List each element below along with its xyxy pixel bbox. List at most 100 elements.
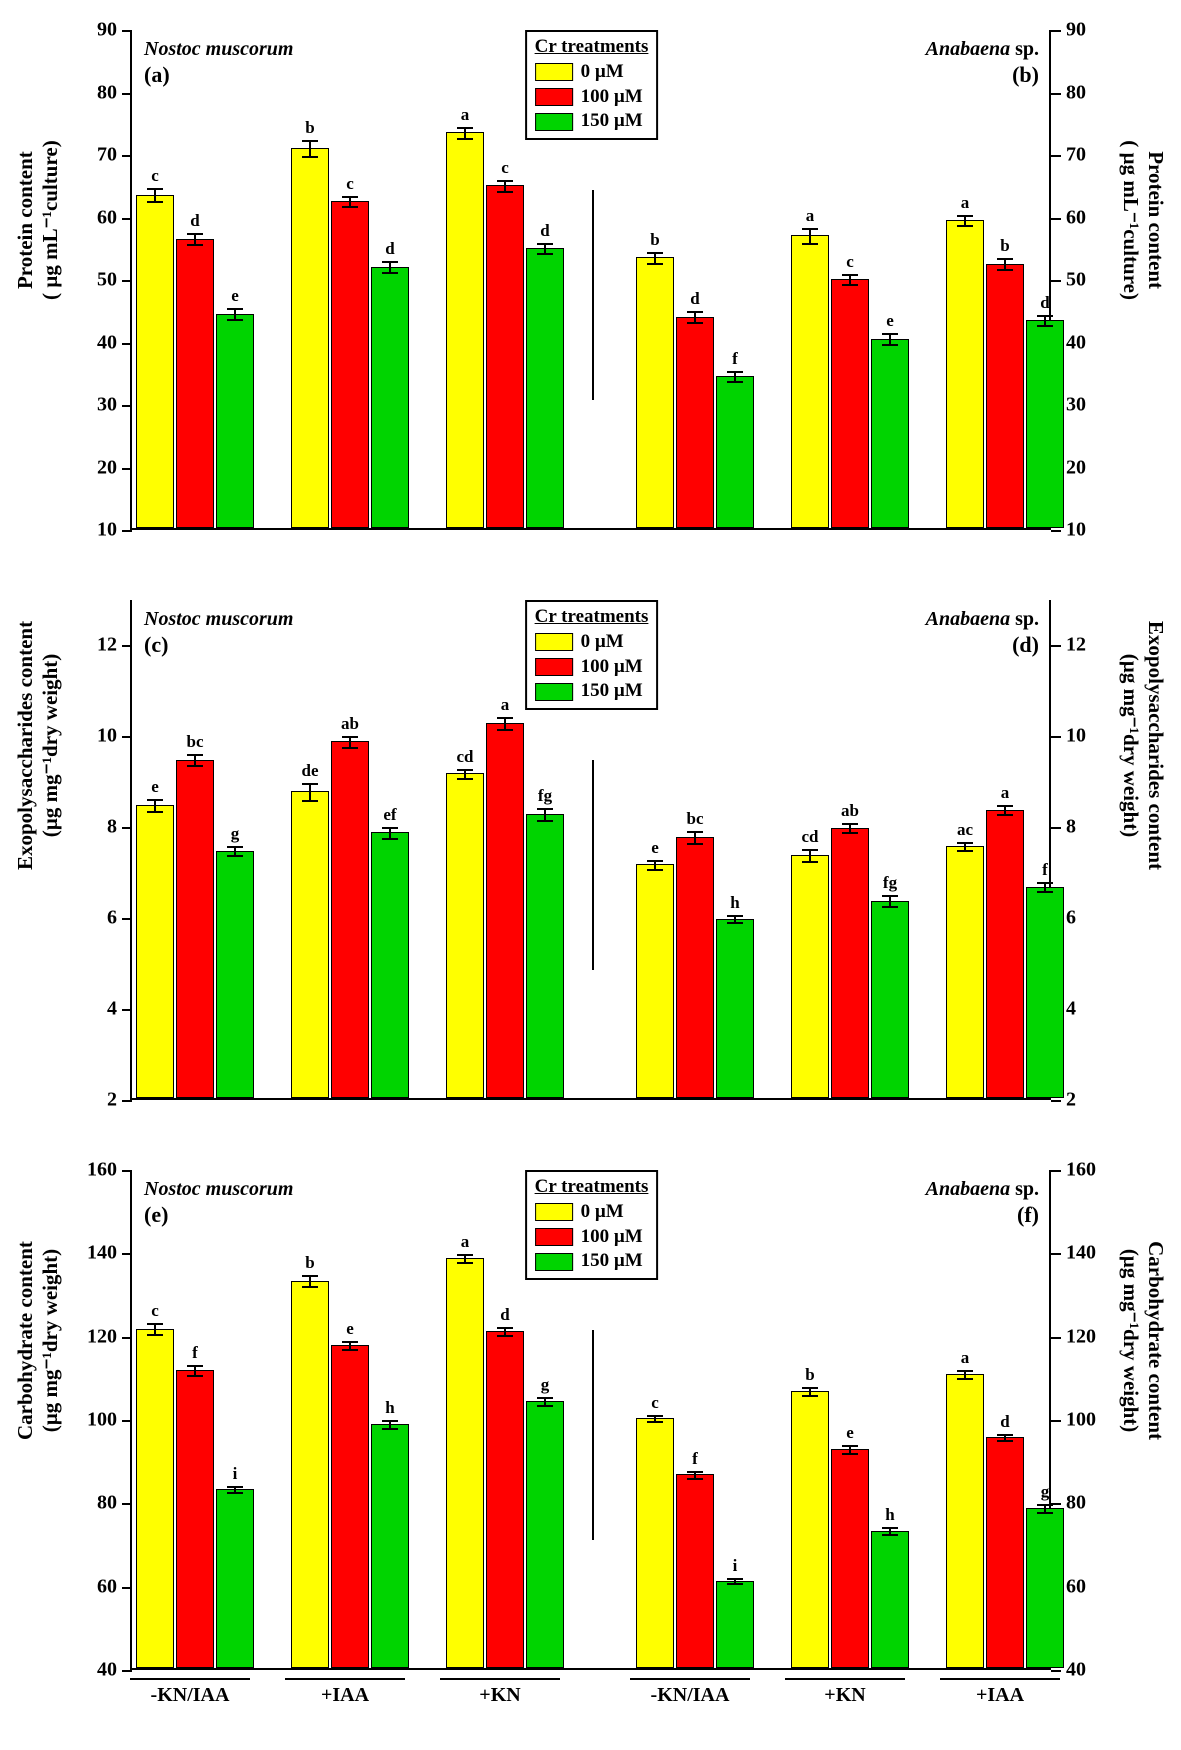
significance-label: ef [383, 805, 396, 825]
species-divider [592, 190, 594, 400]
bar: de [291, 791, 329, 1098]
species-left: Nostoc muscorum [144, 1178, 293, 1201]
y-tick-label: 80 [72, 81, 117, 104]
y-tick-label: 90 [1066, 19, 1111, 42]
x-group-underline [630, 1678, 750, 1680]
legend-swatch [535, 88, 573, 106]
significance-label: fg [883, 873, 897, 893]
y-axis-title-right: Protein content( µg mL⁻¹culture) [1118, 140, 1168, 300]
significance-label: d [500, 1305, 509, 1325]
y-tick-label: 2 [72, 1089, 117, 1112]
y-tick-label: 12 [1066, 634, 1111, 657]
bar: c [486, 185, 524, 528]
bar-group: beh [791, 1391, 909, 1668]
significance-label: a [961, 193, 970, 213]
legend-title: Cr treatments [535, 36, 649, 58]
significance-label: b [1000, 236, 1009, 256]
y-tick-label: 60 [72, 206, 117, 229]
significance-label: h [385, 1398, 394, 1418]
bar: b [636, 257, 674, 528]
significance-label: e [651, 838, 659, 858]
bar: h [371, 1424, 409, 1668]
y-tick-label: 8 [1066, 816, 1111, 839]
legend-label: 100 µM [581, 85, 643, 110]
bar-group: deabef [291, 741, 409, 1098]
species-right: Anabaena sp. [926, 1178, 1039, 1201]
bar: b [291, 148, 329, 528]
x-group-label: +IAA [976, 1684, 1024, 1707]
species-left: Nostoc muscorum [144, 38, 293, 61]
bar: f [1026, 887, 1064, 1098]
panel-letter-left: (e) [144, 1202, 168, 1228]
bar: d [676, 317, 714, 528]
bar: c [831, 279, 869, 528]
y-tick-label: 90 [72, 19, 117, 42]
legend-title: Cr treatments [535, 1176, 649, 1198]
bar: a [946, 1374, 984, 1668]
x-group-label: +KN [824, 1684, 865, 1707]
bar: d [486, 1331, 524, 1668]
significance-label: g [541, 1375, 550, 1395]
bar: i [216, 1489, 254, 1668]
legend-label: 150 µM [581, 679, 643, 704]
species-right: Anabaena sp. [926, 38, 1039, 61]
legend-label: 100 µM [581, 1225, 643, 1250]
bar: c [636, 1418, 674, 1668]
y-tick-label: 8 [72, 816, 117, 839]
legend-item: 0 µM [535, 630, 649, 655]
y-tick-label: 20 [72, 456, 117, 479]
significance-label: b [805, 1365, 814, 1385]
legend-item: 100 µM [535, 85, 649, 110]
figure-container: Protein content( µg mL⁻¹culture)Protein … [20, 20, 1161, 1720]
significance-label: b [305, 1253, 314, 1273]
legend-swatch [535, 113, 573, 131]
bar: a [486, 723, 524, 1098]
significance-label: g [231, 824, 240, 844]
significance-label: ab [841, 801, 859, 821]
bar: b [986, 264, 1024, 529]
legend-swatch [535, 633, 573, 651]
significance-label: h [885, 1505, 894, 1525]
bar: c [331, 201, 369, 528]
bar: bc [676, 837, 714, 1098]
bar-group: abd [946, 220, 1064, 528]
bar: cd [791, 855, 829, 1098]
legend: Cr treatments0 µM100 µM150 µM [525, 1170, 659, 1280]
bar: g [1026, 1508, 1064, 1668]
legend-item: 150 µM [535, 679, 649, 704]
y-tick-label: 140 [72, 1242, 117, 1265]
bar: e [636, 864, 674, 1098]
bar-group: ebcg [136, 760, 254, 1098]
bar-group: bcd [291, 148, 409, 528]
panel-letter-right: (b) [1012, 62, 1039, 88]
bar: ac [946, 846, 984, 1098]
bar-group: ace [791, 235, 909, 528]
y-tick-label: 120 [72, 1325, 117, 1348]
panel-row: Protein content( µg mL⁻¹culture)Protein … [20, 20, 1161, 580]
y-tick-label: 50 [72, 269, 117, 292]
bar: fg [871, 901, 909, 1098]
y-tick-label: 2 [1066, 1089, 1111, 1112]
y-tick-label: 100 [72, 1409, 117, 1432]
bar: h [871, 1531, 909, 1668]
legend-swatch [535, 1228, 573, 1246]
bar: g [216, 851, 254, 1098]
bar-group: cfi [136, 1329, 254, 1669]
bar: d [526, 248, 564, 528]
legend: Cr treatments0 µM100 µM150 µM [525, 30, 659, 140]
bar: f [176, 1370, 214, 1668]
legend-swatch [535, 683, 573, 701]
bar: d [176, 239, 214, 529]
bar: g [526, 1401, 564, 1668]
y-tick-label: 80 [1066, 1492, 1111, 1515]
bar: d [986, 1437, 1024, 1668]
species-divider [592, 1330, 594, 1540]
y-tick-label: 160 [1066, 1159, 1111, 1182]
legend-item: 150 µM [535, 1249, 649, 1274]
y-tick-label: 30 [1066, 394, 1111, 417]
y-tick-label: 40 [1066, 1659, 1111, 1682]
y-tick-label: 60 [1066, 1575, 1111, 1598]
bar: ab [331, 741, 369, 1098]
bar-group: acd [446, 132, 564, 528]
y-tick-label: 4 [72, 998, 117, 1021]
